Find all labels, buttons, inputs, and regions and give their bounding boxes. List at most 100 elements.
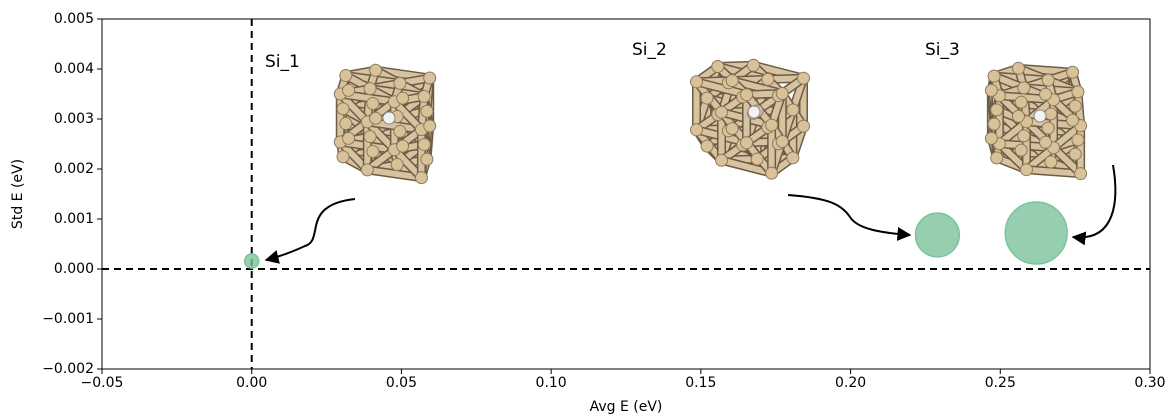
atom [761,72,775,86]
bond [1023,166,1084,177]
y-tick-label: 0.002 [54,161,94,177]
atom [987,117,1001,131]
atom [786,103,800,117]
y-tick-label: 0.001 [54,211,94,227]
atom [715,105,729,119]
bubble [1004,201,1068,265]
point-label: Si_2 [632,40,667,60]
atom [740,88,754,102]
atom [393,76,407,90]
atom [715,153,729,167]
atom [1044,155,1058,169]
x-tick-label: −0.05 [81,375,124,391]
atom [740,136,754,150]
atom [1066,113,1080,127]
y-tick-label: −0.002 [42,361,94,377]
atom [700,91,714,105]
atom [393,124,407,138]
atom [369,63,383,77]
arrow [787,194,912,241]
y-tick-label: 0.004 [54,61,94,77]
atom [1066,65,1080,79]
bubble [914,212,961,258]
atom [725,122,739,136]
atom [700,139,714,153]
atom [987,69,1001,83]
atom [711,60,725,74]
atom [1011,61,1025,75]
atom [342,131,356,145]
y-tick-label: 0.003 [54,111,94,127]
atom [1041,73,1055,87]
atom [1017,81,1031,95]
atom [417,137,431,151]
molecule [984,61,1088,181]
atom [342,83,356,97]
atom [990,151,1004,165]
atom [775,134,789,148]
atom [1011,109,1025,123]
y-tick-label: 0.000 [54,261,94,277]
atom [339,117,353,131]
y-tick-label: 0.005 [54,11,94,27]
atom [1074,167,1088,181]
atom [423,119,437,133]
arrow [1071,164,1117,246]
atom [363,130,377,144]
atom [414,171,428,185]
atom [423,71,437,85]
atom [765,118,779,132]
atom [1039,135,1053,149]
atom [363,82,377,96]
atom [1071,133,1085,147]
atom [336,150,350,164]
x-tick-label: 0.20 [835,375,866,391]
plot-area: −0.05 0.00 0.05 0.10 0.15 0.20 0.25 0.30 −0.002 −… [42,11,1165,391]
molecule [689,58,811,180]
atom [1014,143,1028,157]
atom [797,119,811,133]
atom [984,83,998,97]
atom [1071,85,1085,99]
point-label: Si_3 [925,40,960,60]
atom [1014,95,1028,109]
atom [775,86,789,100]
atom [1044,107,1058,121]
bond [364,166,425,181]
atom [1017,129,1031,143]
plot-frame [101,18,1151,370]
atom [689,75,703,89]
x-tick-label: 0.30 [1134,375,1165,391]
x-tick-label: 0.10 [536,375,567,391]
atom [396,91,410,105]
x-tick-label: 0.25 [985,375,1016,391]
atom [336,102,350,116]
atom [1039,87,1053,101]
x-axis-label: Avg E (eV) [590,399,663,415]
atom [1068,147,1082,161]
h-atom [1033,109,1047,123]
atom [366,144,380,158]
bubble [243,253,260,269]
atom [366,96,380,110]
molecule-images [333,58,1088,185]
atom [1041,121,1055,135]
atom [369,111,383,125]
atom [689,123,703,137]
atom [396,139,410,153]
atom [420,152,434,166]
atom [725,74,739,88]
atom [1019,163,1033,177]
atom [339,69,353,83]
atom [797,71,811,85]
arrow [264,198,356,264]
x-tick-label: 0.05 [386,375,417,391]
y-tick-label: −0.001 [42,311,94,327]
atom [984,131,998,145]
x-tick-label: 0.15 [685,375,716,391]
bond [718,157,775,177]
atom [360,163,374,177]
atom [417,89,431,103]
atom [786,151,800,165]
